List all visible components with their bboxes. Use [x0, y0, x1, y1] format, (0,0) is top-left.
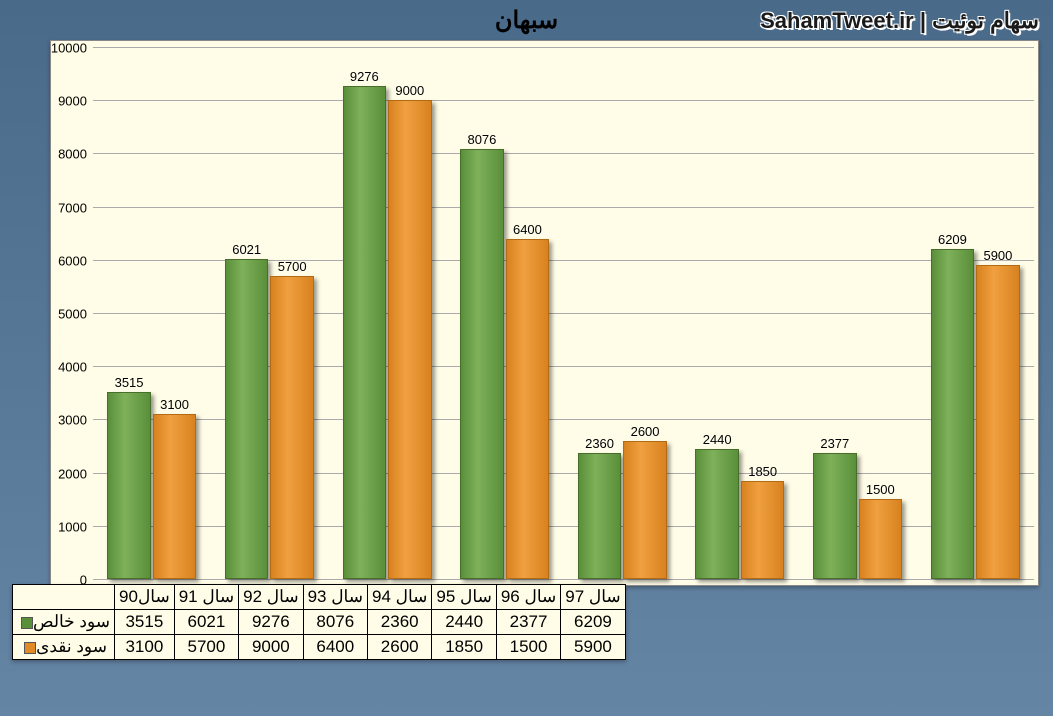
y-tick-label: 1000: [58, 519, 87, 534]
series-name-label: سود نقدی: [36, 637, 107, 656]
swatch-green-icon: [21, 617, 33, 629]
table-cell-value: 5900: [561, 635, 625, 660]
table-cell-value: 2600: [367, 635, 431, 660]
table-cell-value: 2360: [367, 610, 431, 635]
y-tick-label: 4000: [58, 360, 87, 375]
bar-cash-profit: 6400: [506, 239, 550, 579]
bar-net-profit: 2360: [578, 453, 622, 579]
bar-cash-profit: 9000: [388, 100, 432, 579]
table-cell-value: 3515: [115, 610, 175, 635]
bar-value-label: 3515: [115, 375, 144, 390]
bar-value-label: 1850: [748, 464, 777, 479]
table-cell-value: 9276: [239, 610, 303, 635]
y-tick-label: 7000: [58, 200, 87, 215]
y-tick-label: 5000: [58, 307, 87, 322]
table-category-header: سال 96: [496, 585, 560, 610]
bar-group: 62095900: [916, 47, 1034, 579]
swatch-orange-icon: [24, 642, 36, 654]
table-header-row: سال90سال 91سال 92سال 93سال 94سال 95سال 9…: [13, 585, 626, 610]
bars-row: 3515310060215700927690008076640023602600…: [93, 47, 1034, 579]
bar-net-profit: 6021: [225, 259, 269, 579]
table-cell-value: 1850: [432, 635, 496, 660]
y-tick-label: 10000: [51, 41, 87, 56]
bar-group: 92769000: [328, 47, 446, 579]
bar-group: 23771500: [799, 47, 917, 579]
table-cell-value: 2440: [432, 610, 496, 635]
chart-title: سبهان: [0, 6, 1053, 35]
table-cell-value: 9000: [239, 635, 303, 660]
bar-net-profit: 2377: [813, 453, 857, 579]
bar-group: 35153100: [93, 47, 211, 579]
bar-net-profit: 3515: [107, 392, 151, 579]
bar-value-label: 6400: [513, 222, 542, 237]
table-row: سود نقدی 31005700900064002600185015005900: [13, 635, 626, 660]
plot-area: 0100020003000400050006000700080009000100…: [93, 47, 1034, 579]
table-corner-cell: [13, 585, 115, 610]
bar-value-label: 2360: [585, 436, 614, 451]
data-table: سال90سال 91سال 92سال 93سال 94سال 95سال 9…: [12, 584, 626, 660]
y-tick-label: 2000: [58, 466, 87, 481]
table-category-header: سال 94: [367, 585, 431, 610]
bar-group: 60215700: [211, 47, 329, 579]
bar-cash-profit: 1500: [859, 499, 903, 579]
table-cell-value: 6400: [303, 635, 367, 660]
bar-value-label: 2440: [703, 432, 732, 447]
table-cell-value: 3100: [115, 635, 175, 660]
y-tick-label: 9000: [58, 94, 87, 109]
bar-value-label: 6209: [938, 232, 967, 247]
bar-cash-profit: 2600: [623, 441, 667, 579]
page-root: سهام توئیت | SahamTweet.ir سبهان 0100020…: [0, 0, 1053, 716]
bar-value-label: 3100: [160, 397, 189, 412]
y-tick-label: 8000: [58, 147, 87, 162]
y-tick-label: 3000: [58, 413, 87, 428]
bar-value-label: 9000: [395, 83, 424, 98]
bar-net-profit: 9276: [343, 86, 387, 579]
bar-value-label: 1500: [866, 482, 895, 497]
bar-cash-profit: 3100: [153, 414, 197, 579]
bar-group: 24401850: [681, 47, 799, 579]
bar-value-label: 9276: [350, 69, 379, 84]
bar-cash-profit: 1850: [741, 481, 785, 579]
bar-net-profit: 2440: [695, 449, 739, 579]
gridline: 0: [93, 579, 1034, 580]
bar-net-profit: 6209: [931, 249, 975, 579]
table-cell-value: 5700: [174, 635, 238, 660]
table-cell-value: 1500: [496, 635, 560, 660]
table-row: سود خالص 35156021927680762360244023776209: [13, 610, 626, 635]
bar-value-label: 6021: [232, 242, 261, 257]
bar-cash-profit: 5700: [270, 276, 314, 579]
y-tick-label: 6000: [58, 253, 87, 268]
series-name-label: سود خالص: [33, 612, 110, 631]
legend-cash-profit: سود نقدی: [13, 635, 115, 660]
bar-value-label: 5900: [983, 248, 1012, 263]
bar-value-label: 2377: [820, 436, 849, 451]
legend-net-profit: سود خالص: [13, 610, 115, 635]
table-category-header: سال90: [115, 585, 175, 610]
table-cell-value: 6209: [561, 610, 625, 635]
table-category-header: سال 97: [561, 585, 625, 610]
bar-value-label: 5700: [278, 259, 307, 274]
table-category-header: سال 93: [303, 585, 367, 610]
table-category-header: سال 95: [432, 585, 496, 610]
bar-cash-profit: 5900: [976, 265, 1020, 579]
bar-value-label: 8076: [467, 132, 496, 147]
table-cell-value: 2377: [496, 610, 560, 635]
table-category-header: سال 91: [174, 585, 238, 610]
table-cell-value: 6021: [174, 610, 238, 635]
bar-value-label: 2600: [631, 424, 660, 439]
table-category-header: سال 92: [239, 585, 303, 610]
chart-surface: 0 1000 2000 3000 4000 5000 6000 7000 8000 9000 100…: [50, 40, 1039, 586]
bar-net-profit: 8076: [460, 149, 504, 579]
bar-group: 23602600: [564, 47, 682, 579]
table-cell-value: 8076: [303, 610, 367, 635]
bar-group: 80766400: [446, 47, 564, 579]
